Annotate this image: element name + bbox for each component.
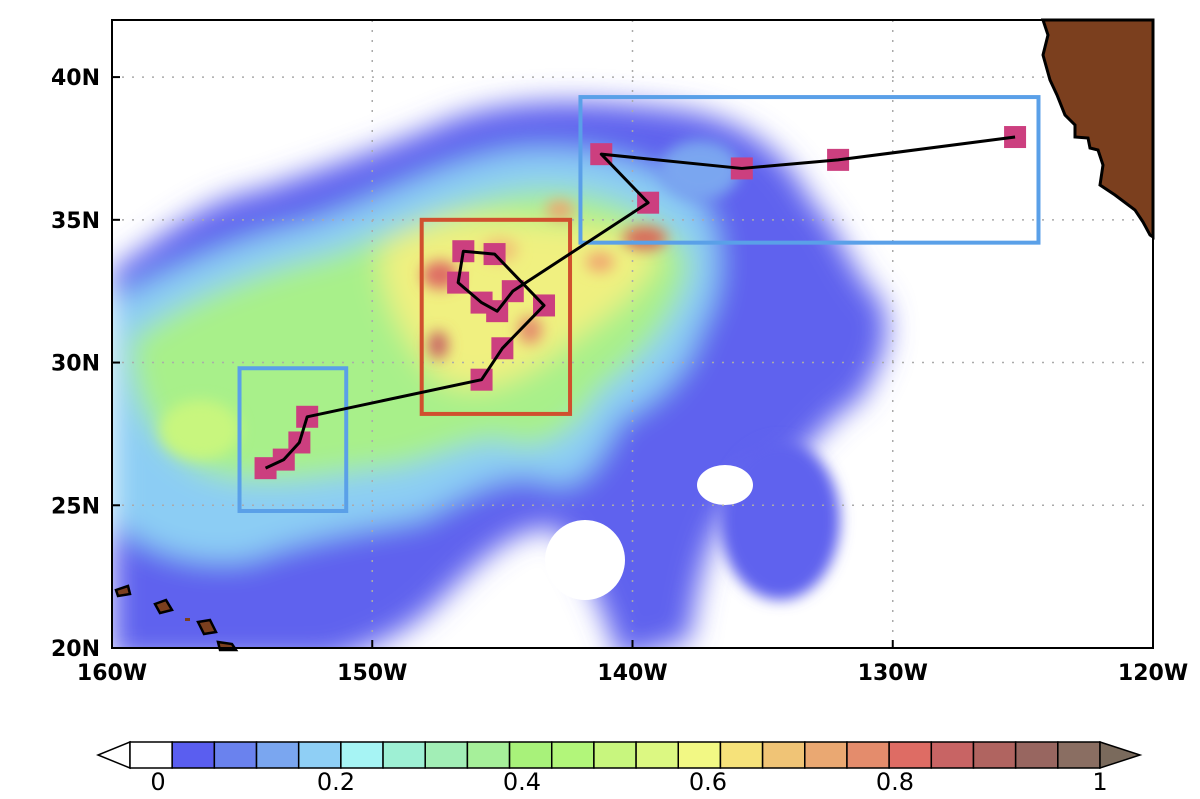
- field-gap: [697, 465, 753, 505]
- track: [254, 126, 1027, 480]
- colorbar-bin: [761, 741, 806, 769]
- colorbar-bin: [1057, 741, 1101, 769]
- colorbar-label: 0.2: [317, 768, 355, 796]
- y-tick-label: 40N: [51, 66, 100, 91]
- x-tick-label: 130W: [858, 661, 928, 686]
- x-tick-label: 160W: [77, 661, 147, 686]
- colorbar-bin: [719, 741, 764, 769]
- colorbar-bin: [930, 741, 975, 769]
- colorbar: 0 0.2 0.4 0.6 0.8 1: [96, 740, 1143, 796]
- region-boxes: [237, 95, 1041, 513]
- probability-field: [112, 101, 887, 648]
- colorbar-under-arrow: [96, 740, 131, 770]
- colorbar-bin: [466, 741, 511, 769]
- hawaiian-islands: [114, 584, 239, 652]
- north-america-coast: [1040, 18, 1155, 240]
- colorbar-bin: [255, 741, 300, 769]
- colorbar-label: 0: [150, 768, 165, 796]
- colorbar-bin: [1014, 741, 1059, 769]
- colorbar-bin: [677, 741, 722, 769]
- y-tick-label: 20N: [51, 637, 100, 662]
- colorbar-bin: [508, 741, 553, 769]
- track-line: [264, 135, 1016, 470]
- colorbar-bin: [888, 741, 933, 769]
- colorbar-label: 0.8: [876, 768, 914, 796]
- y-axis: 20N 25N 30N 35N 40N: [51, 66, 120, 662]
- field-gap: [545, 520, 625, 600]
- region-box: [419, 217, 573, 416]
- colorbar-bin: [213, 741, 258, 769]
- y-tick-label: 35N: [51, 209, 100, 234]
- colorbar-bin: [972, 741, 1017, 769]
- x-tick-label: 120W: [1118, 661, 1188, 686]
- y-tick-label: 25N: [51, 494, 100, 519]
- x-tick-label: 140W: [597, 661, 667, 686]
- colorbar-bin: [171, 741, 216, 769]
- grid-lines: [112, 20, 1153, 648]
- colorbar-bin: [340, 741, 384, 769]
- colorbar-bin: [424, 741, 469, 769]
- colorbar-label: 0.4: [503, 768, 541, 796]
- colorbar-bin: [593, 741, 637, 769]
- colorbar-label: 1: [1092, 768, 1107, 796]
- colorbar-over-arrow: [1099, 740, 1143, 770]
- colorbar-bin: [382, 741, 426, 769]
- colorbar-bin: [550, 741, 595, 769]
- colorbar-bin: [635, 741, 680, 769]
- region-box: [578, 95, 1041, 245]
- colorbar-bin: [297, 741, 342, 769]
- colorbar-label: 0.6: [689, 768, 727, 796]
- colorbar-bin: [804, 741, 848, 769]
- colorbar-bin: [846, 741, 890, 769]
- x-tick-label: 150W: [337, 661, 407, 686]
- region-box: [237, 366, 349, 513]
- colorbar-bin: [129, 741, 173, 769]
- x-axis: 160W 150W 140W 130W 120W: [77, 640, 1188, 686]
- y-tick-label: 30N: [51, 352, 100, 377]
